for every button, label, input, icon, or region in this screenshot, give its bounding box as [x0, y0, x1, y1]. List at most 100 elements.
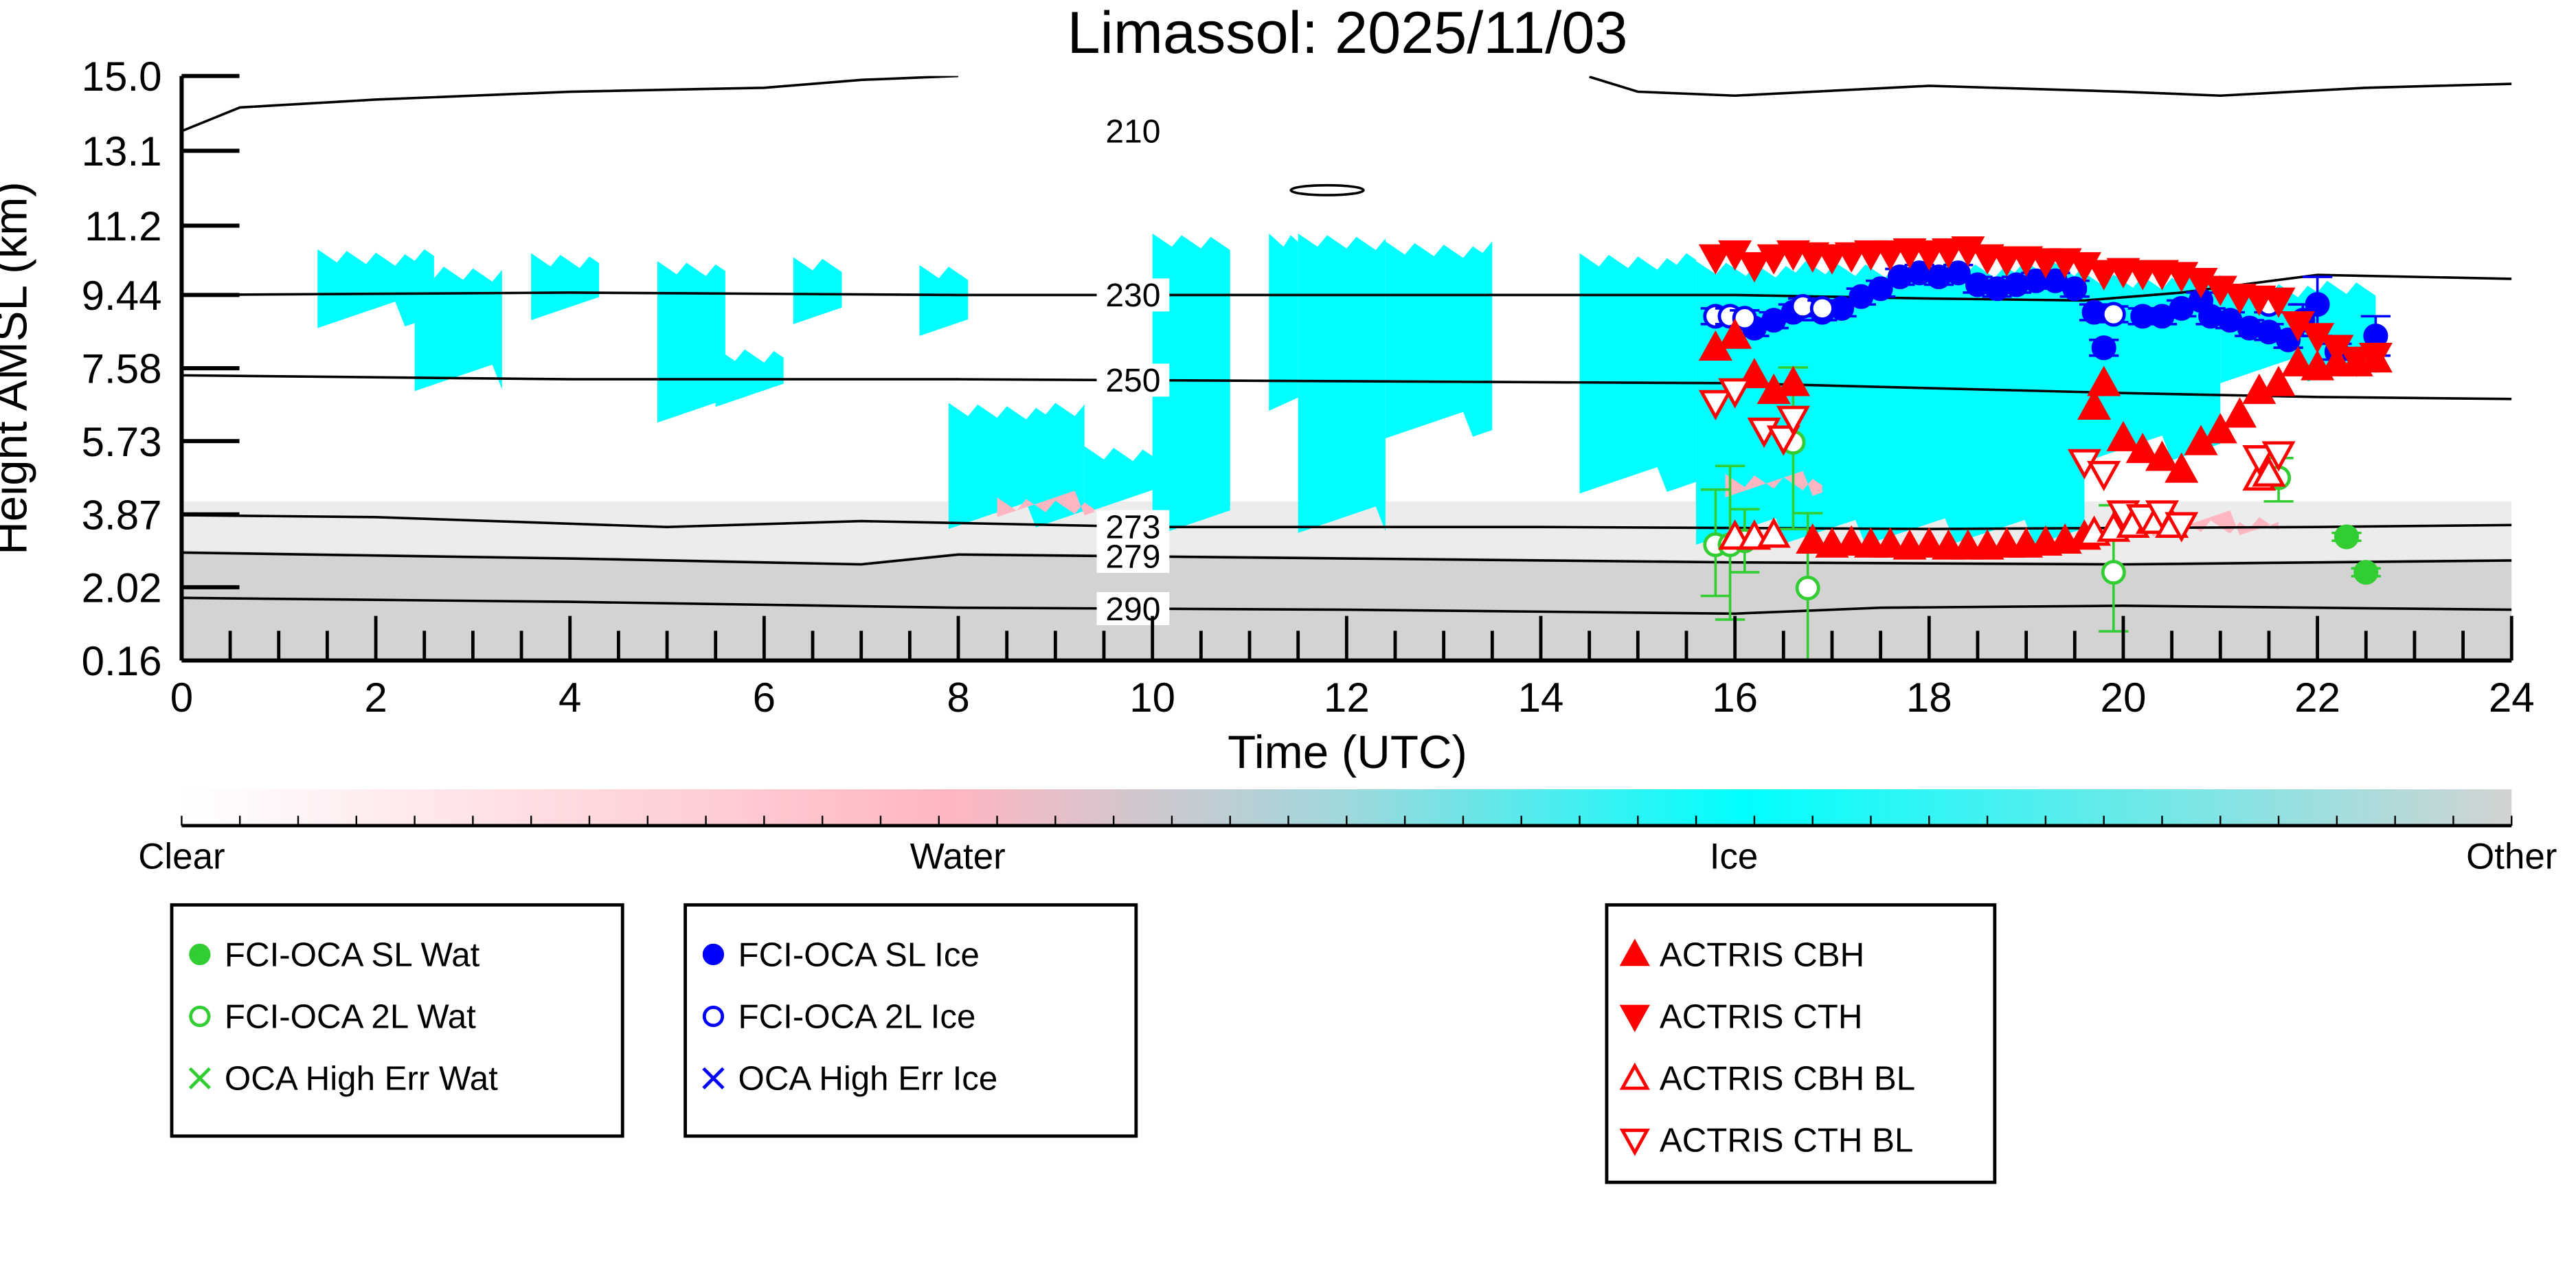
data-point	[2165, 452, 2199, 483]
data-point	[1756, 517, 1791, 548]
data-point	[1776, 365, 1810, 396]
data-point	[1718, 318, 1752, 349]
data-point	[1945, 260, 1971, 286]
y-tick-label: 13.1	[82, 128, 162, 174]
legend-marker-icon	[1619, 938, 1650, 967]
x-tick-label: 2	[364, 675, 387, 721]
legend-entry: FCI-OCA 2L Ice	[702, 997, 975, 1035]
data-point	[2198, 304, 2224, 329]
contour-label-bg	[1096, 278, 1170, 312]
data-point	[2087, 260, 2121, 291]
data-point	[2091, 335, 2116, 361]
x-tick-label: 14	[1518, 675, 1564, 721]
data-point	[1698, 244, 1732, 275]
temperature-contour-closed	[1289, 183, 1365, 196]
chart-title: Limassol: 2025/11/03	[1067, 0, 1628, 66]
data-point	[2223, 397, 2257, 428]
cloud-mask-water-region	[997, 490, 1094, 517]
data-point	[2087, 460, 2121, 492]
data-point	[1926, 264, 1952, 290]
data-point	[1698, 389, 1732, 420]
x-tick-label: 6	[753, 675, 776, 721]
y-tick-label: 5.73	[82, 419, 162, 465]
legend-box-2: FCI-OCA SL Ice FCI-OCA 2L Ice OCA High Err…	[683, 903, 1138, 1138]
legend-entry: OCA High Err Wat	[188, 1060, 498, 1098]
x-tick-label: 22	[2294, 675, 2340, 721]
cloud-mask-ice-region	[317, 249, 434, 328]
contour-label: 273	[1105, 508, 1160, 545]
cloud-mask-ice-region	[919, 264, 969, 337]
x-tick-label: 24	[2489, 675, 2535, 721]
legend-label: FCI-OCA SL Ice	[738, 936, 980, 973]
data-point	[1815, 244, 1849, 275]
legend-entry: ACTRIS CTH	[1619, 997, 1863, 1035]
data-point	[1965, 272, 1990, 297]
series-actris-cth-bl	[1698, 378, 2296, 543]
data-point	[2261, 287, 2296, 318]
data-point	[1932, 238, 1966, 269]
data-point	[2276, 327, 2301, 352]
y-tick-label: 15.0	[82, 54, 162, 100]
temperature-contour-210	[1589, 76, 2512, 98]
contour-label-bg	[1096, 510, 1170, 543]
legend-label: ACTRIS CBH BL	[1660, 1060, 1915, 1098]
cloud-mask-ice-region	[793, 257, 842, 324]
legend-label: FCI-OCA 2L Wat	[225, 997, 476, 1035]
data-point	[2334, 524, 2360, 550]
series-actris-cth	[1698, 236, 2393, 377]
contour-label-bg	[1096, 114, 1170, 148]
colorbar-label-ice: Ice	[1710, 836, 1759, 877]
x-tick-label: 4	[558, 675, 581, 721]
contour-label-bg	[1096, 539, 1170, 573]
legend-marker-icon	[189, 1005, 211, 1028]
legend-label: OCA High Err Wat	[225, 1060, 498, 1098]
contour-label: 210	[1105, 113, 1160, 150]
contour-label-bg	[1096, 591, 1170, 626]
legend-entry: ACTRIS CTH BL	[1619, 1122, 1913, 1160]
colorbar-label-other: Other	[2466, 836, 2557, 877]
series-fci-oca-sl-wat	[2331, 524, 2381, 585]
data-point	[2165, 512, 2199, 543]
contour-label: 230	[1105, 277, 1160, 314]
legend-marker-icon	[1619, 1004, 1650, 1032]
temperature-contour-250	[181, 374, 2512, 400]
legend-marker-icon	[1619, 1062, 1650, 1090]
temperature-contour-290	[181, 596, 2512, 615]
colorbar-label-clear: Clear	[138, 836, 225, 877]
data-point	[2339, 346, 2373, 377]
data-point	[1912, 240, 1946, 271]
y-tick-label: 9.44	[82, 273, 162, 319]
cloud-mask-ice-region	[657, 261, 725, 423]
cloud-mask-ice-region	[1298, 233, 1386, 533]
y-tick-label: 7.58	[82, 346, 162, 392]
data-point	[2145, 440, 2179, 471]
legend-label: OCA High Err Ice	[738, 1060, 998, 1098]
contour-label: 279	[1105, 539, 1160, 576]
legend-label: ACTRIS CBH	[1660, 936, 1864, 973]
y-tick-label: 0.16	[82, 638, 162, 684]
data-point	[1912, 527, 1946, 558]
x-axis-label: Time (UTC)	[1228, 727, 1467, 778]
cloud-mask-ice-region	[1385, 241, 1493, 439]
data-point	[1985, 276, 2010, 302]
temperature-contour-210	[181, 76, 959, 133]
x-tick-label: 12	[1324, 675, 1370, 721]
data-point	[2305, 292, 2330, 317]
cloud-mask-water-region	[2152, 510, 2279, 537]
legend-marker-icon	[189, 943, 211, 966]
contour-label-bg	[1096, 363, 1170, 397]
cloud-mask-ice-region	[1579, 253, 1697, 494]
legends: FCI-OCA SL Wat FCI-OCA 2L Wat OCA High Err…	[170, 903, 1997, 1184]
legend-box-3: ACTRIS CBH ACTRIS CTH ACTRIS CBH BL ACTRIS …	[1605, 903, 1997, 1184]
x-tick-label: 20	[2101, 675, 2147, 721]
legend-label: ACTRIS CTH	[1660, 997, 1863, 1035]
data-point	[2237, 315, 2262, 341]
legend-box-1: FCI-OCA SL Wat FCI-OCA 2L Wat OCA High Err…	[170, 903, 624, 1138]
y-tick-label: 11.2	[84, 203, 161, 249]
data-point	[1796, 523, 1830, 554]
data-point	[2087, 365, 2121, 396]
y-tick-label: 2.02	[82, 565, 162, 611]
data-point	[1834, 525, 1868, 556]
colorbar: Clear Water Ice Other	[138, 789, 2557, 877]
data-point	[2077, 389, 2112, 420]
